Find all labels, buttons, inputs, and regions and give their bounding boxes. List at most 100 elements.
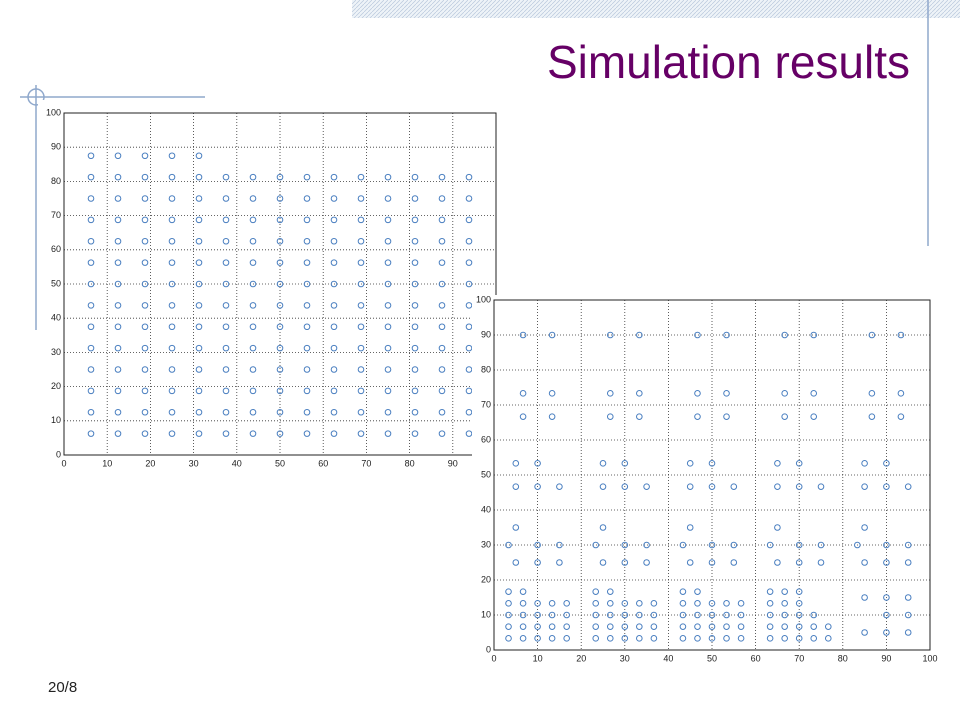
- point: [621, 541, 629, 549]
- point: [384, 302, 392, 309]
- point: [723, 600, 730, 607]
- point: [276, 430, 284, 437]
- point: [519, 390, 527, 397]
- point: [438, 344, 446, 352]
- point: [883, 629, 890, 636]
- point: [168, 344, 176, 352]
- point: [512, 460, 520, 467]
- point: [438, 408, 446, 416]
- point: [438, 195, 446, 202]
- y-tick-label: 70: [481, 399, 491, 409]
- point: [708, 623, 716, 630]
- point: [781, 600, 788, 607]
- plot-frame: [493, 299, 931, 651]
- point: [883, 483, 890, 490]
- y-tick-label: 90: [51, 142, 61, 152]
- y-tick-label: 60: [51, 244, 61, 254]
- point: [766, 541, 774, 549]
- point: [195, 259, 203, 266]
- point: [636, 611, 643, 619]
- point: [303, 408, 311, 416]
- point: [548, 635, 556, 642]
- point: [824, 623, 832, 630]
- point: [774, 559, 781, 566]
- point: [222, 216, 230, 224]
- point: [465, 344, 473, 352]
- point: [868, 390, 876, 397]
- point: [897, 413, 905, 420]
- point: [114, 408, 122, 416]
- point: [723, 331, 730, 339]
- point: [195, 387, 203, 395]
- point: [141, 408, 149, 416]
- point: [276, 344, 284, 352]
- point: [465, 237, 473, 245]
- point: [222, 259, 230, 266]
- point: [606, 611, 614, 619]
- point: [330, 237, 338, 245]
- point: [548, 331, 556, 339]
- point: [357, 387, 365, 395]
- point: [679, 635, 687, 642]
- point: [599, 483, 607, 490]
- point: [168, 366, 176, 373]
- point: [781, 331, 788, 339]
- point: [330, 259, 338, 266]
- point: [438, 280, 446, 288]
- point: [621, 483, 629, 490]
- point: [384, 259, 392, 266]
- point: [519, 600, 527, 607]
- point: [384, 173, 392, 181]
- point: [563, 600, 570, 607]
- point: [465, 387, 473, 395]
- point: [357, 302, 365, 309]
- point: [679, 588, 687, 595]
- x-tick-label: 100: [922, 653, 937, 663]
- point: [438, 430, 446, 437]
- point: [141, 302, 149, 309]
- point: [679, 623, 687, 630]
- point: [861, 460, 868, 467]
- x-tick-label: 60: [318, 458, 328, 468]
- point: [438, 216, 446, 224]
- point: [817, 541, 825, 549]
- point: [168, 237, 176, 245]
- y-tick-label: 70: [51, 210, 61, 220]
- y-tick-label: 0: [486, 644, 491, 654]
- point: [222, 173, 230, 181]
- point: [824, 635, 832, 642]
- y-tick-label: 40: [481, 504, 491, 514]
- point: [114, 152, 122, 160]
- point: [87, 387, 95, 395]
- point: [810, 635, 818, 642]
- point: [505, 611, 512, 619]
- point: [897, 390, 905, 397]
- point: [730, 483, 738, 490]
- point: [636, 331, 643, 339]
- point: [795, 600, 803, 607]
- point: [249, 387, 257, 395]
- point: [465, 366, 473, 373]
- point: [548, 611, 556, 619]
- point: [679, 600, 687, 607]
- point: [276, 259, 284, 266]
- point: [141, 195, 149, 202]
- point: [548, 413, 556, 420]
- point: [606, 331, 614, 339]
- point: [303, 323, 311, 331]
- point: [168, 430, 176, 437]
- point: [303, 280, 311, 288]
- point: [411, 408, 419, 416]
- point: [114, 259, 122, 266]
- point: [686, 483, 694, 490]
- point: [114, 430, 122, 437]
- point: [411, 302, 419, 309]
- point: [534, 611, 541, 619]
- point: [87, 430, 95, 437]
- point: [795, 588, 803, 595]
- point: [534, 541, 541, 549]
- x-tick-label: 20: [145, 458, 155, 468]
- point: [357, 408, 365, 416]
- point: [222, 195, 230, 202]
- point: [795, 483, 803, 490]
